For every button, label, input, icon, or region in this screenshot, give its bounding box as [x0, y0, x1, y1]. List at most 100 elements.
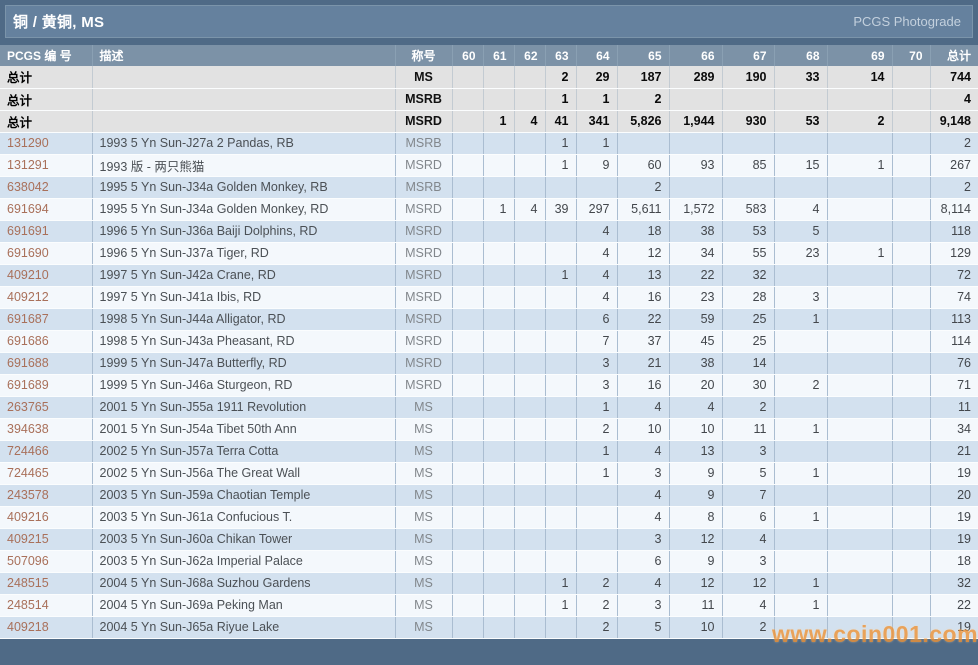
coin-description: 1995 5 Yn Sun-J34a Golden Monkey, RB	[92, 176, 396, 199]
table-body: 总计 MS 2 29 187 289 190 33 14 744 总计 MSRB 1 1 2 4 总计 MSRD 1…	[0, 66, 978, 639]
grade-62-count	[514, 418, 546, 441]
designation: MS	[395, 462, 453, 485]
pcgs-number-link[interactable]: 409212	[0, 286, 93, 309]
grade-62-count	[514, 594, 546, 617]
pcgs-number-link[interactable]: 691688	[0, 352, 93, 375]
grade-65-count: 4	[617, 484, 670, 507]
pcgs-number-link[interactable]: 724466	[0, 440, 93, 463]
row-total: 113	[930, 308, 978, 331]
grade-61-count	[483, 594, 515, 617]
grade-67-count: 190	[722, 66, 775, 89]
grade-67-count: 25	[722, 308, 775, 331]
grade-68-count: 33	[774, 66, 828, 89]
grade-65-count: 2	[617, 176, 670, 199]
grade-62-count	[514, 220, 546, 243]
row-total: 129	[930, 242, 978, 265]
grade-63-count	[545, 506, 577, 529]
coin-description: 2001 5 Yn Sun-J55a 1911 Revolution	[92, 396, 396, 419]
coin-description: 2003 5 Yn Sun-J59a Chaotian Temple	[92, 484, 396, 507]
designation: MSRD	[395, 352, 453, 375]
pcgs-photograde-link[interactable]: PCGS Photograde	[853, 14, 961, 29]
col-header-grade-65: 65	[617, 45, 670, 66]
pcgs-number-link[interactable]: 394638	[0, 418, 93, 441]
pcgs-number-link[interactable]: 248515	[0, 572, 93, 595]
grade-62-count	[514, 286, 546, 309]
grade-69-count	[827, 550, 893, 573]
pcgs-number-link[interactable]: 131290	[0, 132, 93, 155]
pcgs-number-link[interactable]: 409215	[0, 528, 93, 551]
pcgs-number-link[interactable]: 131291	[0, 154, 93, 177]
grade-70-count	[892, 198, 931, 221]
grade-65-count: 16	[617, 374, 670, 397]
coin-description	[92, 66, 396, 89]
row-total: 11	[930, 396, 978, 419]
pcgs-number-link[interactable]: 691690	[0, 242, 93, 265]
row-total: 744	[930, 66, 978, 89]
grade-64-count: 4	[576, 220, 618, 243]
grade-63-count	[545, 396, 577, 419]
pcgs-number-link[interactable]: 691694	[0, 198, 93, 221]
grade-60-count	[452, 462, 484, 485]
grade-67-count: 7	[722, 484, 775, 507]
grade-61-count	[483, 286, 515, 309]
designation: MSRD	[395, 264, 453, 287]
designation: MSRD	[395, 308, 453, 331]
grade-67-count: 4	[722, 594, 775, 617]
designation: MSRB	[395, 88, 453, 111]
pcgs-number-link[interactable]: 691689	[0, 374, 93, 397]
grade-66-count: 11	[669, 594, 723, 617]
pcgs-number-link[interactable]: 409218	[0, 616, 93, 639]
designation: MS	[395, 66, 453, 89]
pcgs-number-link[interactable]: 248514	[0, 594, 93, 617]
grade-67-count: 2	[722, 616, 775, 639]
pcgs-number-link[interactable]: 409216	[0, 506, 93, 529]
grade-61-count	[483, 484, 515, 507]
pcgs-number-link[interactable]: 507096	[0, 550, 93, 573]
grade-63-count: 1	[545, 594, 577, 617]
summary-label: 总计	[0, 88, 93, 111]
grade-69-count	[827, 616, 893, 639]
row-total: 2	[930, 176, 978, 199]
designation: MSRD	[395, 220, 453, 243]
pcgs-number-link[interactable]: 638042	[0, 176, 93, 199]
grade-65-count: 12	[617, 242, 670, 265]
pcgs-number-link[interactable]: 409210	[0, 264, 93, 287]
grade-69-count	[827, 264, 893, 287]
grade-65-count: 60	[617, 154, 670, 177]
grade-65-count: 187	[617, 66, 670, 89]
grade-60-count	[452, 374, 484, 397]
grade-69-count	[827, 374, 893, 397]
grade-68-count	[774, 528, 828, 551]
grade-68-count	[774, 484, 828, 507]
coin-description: 1995 5 Yn Sun-J34a Golden Monkey, RD	[92, 198, 396, 221]
pcgs-number-link[interactable]: 691686	[0, 330, 93, 353]
coin-description: 2004 5 Yn Sun-J65a Riyue Lake	[92, 616, 396, 639]
table-row: 248515 2004 5 Yn Sun-J68a Suzhou Gardens M…	[0, 572, 978, 595]
grade-60-count	[452, 242, 484, 265]
table-row: 131291 1993 版 - 两只熊猫 MSRD 1 9 60 93 85 15 1 267	[0, 154, 978, 177]
designation: MSRD	[395, 374, 453, 397]
grade-66-count: 20	[669, 374, 723, 397]
grade-65-count: 21	[617, 352, 670, 375]
grade-62-count	[514, 396, 546, 419]
grade-63-count	[545, 352, 577, 375]
grade-70-count	[892, 528, 931, 551]
pcgs-number-link[interactable]: 691687	[0, 308, 93, 331]
grade-61-count	[483, 572, 515, 595]
grade-65-count: 4	[617, 506, 670, 529]
pcgs-number-link[interactable]: 263765	[0, 396, 93, 419]
grade-61-count	[483, 616, 515, 639]
grade-65-count: 3	[617, 462, 670, 485]
table-row: 409215 2003 5 Yn Sun-J60a Chikan Tower MS 3…	[0, 528, 978, 551]
pcgs-number-link[interactable]: 724465	[0, 462, 93, 485]
table-row: 724466 2002 5 Yn Sun-J57a Terra Cotta MS 1 4…	[0, 440, 978, 463]
grade-60-count	[452, 572, 484, 595]
pcgs-number-link[interactable]: 243578	[0, 484, 93, 507]
col-header-grade-60: 60	[452, 45, 484, 66]
coin-description	[92, 88, 396, 111]
grade-63-count: 1	[545, 264, 577, 287]
pcgs-number-link[interactable]: 691691	[0, 220, 93, 243]
grade-65-count: 3	[617, 594, 670, 617]
row-total: 19	[930, 462, 978, 485]
col-header-grade-64: 64	[576, 45, 618, 66]
